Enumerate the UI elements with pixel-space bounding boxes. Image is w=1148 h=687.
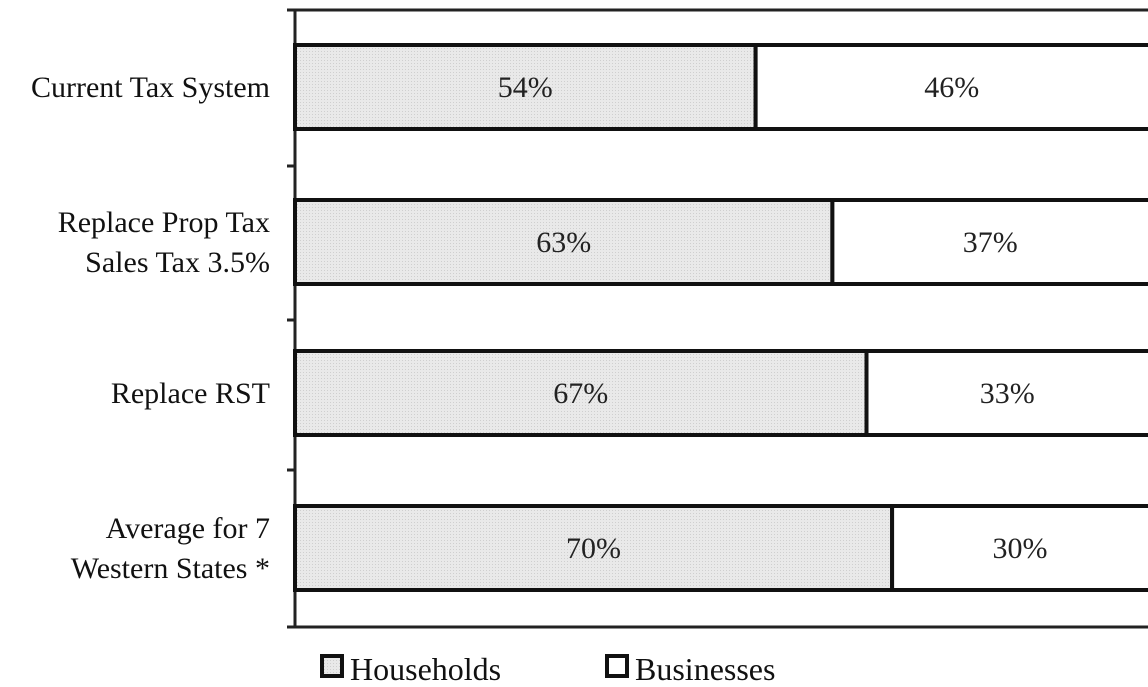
legend-businesses-swatch bbox=[605, 654, 629, 678]
bar-households bbox=[293, 349, 869, 437]
data-label-businesses: 46% bbox=[924, 71, 979, 104]
category-label: Current Tax System bbox=[31, 71, 270, 104]
category-label: Replace Prop Tax bbox=[58, 206, 270, 239]
data-label-households: 54% bbox=[498, 71, 553, 104]
data-label-businesses: 30% bbox=[993, 532, 1048, 565]
data-label-households: 70% bbox=[566, 532, 621, 565]
category-label: Average for 7 bbox=[106, 512, 270, 545]
data-label-businesses: 37% bbox=[963, 226, 1018, 259]
category-label: Western States * bbox=[71, 552, 270, 585]
bar-businesses bbox=[890, 504, 1148, 592]
category-label: Replace RST bbox=[111, 377, 270, 410]
bar-businesses bbox=[753, 43, 1148, 131]
data-label-businesses: 33% bbox=[980, 377, 1035, 410]
legend-households-label: Households bbox=[350, 651, 501, 687]
bar-businesses bbox=[830, 198, 1148, 286]
bar-households bbox=[293, 198, 835, 286]
data-label-households: 63% bbox=[536, 226, 591, 259]
legend-businesses-label: Businesses bbox=[635, 651, 775, 687]
category-label: Sales Tax 3.5% bbox=[85, 246, 270, 279]
bar-businesses bbox=[864, 349, 1148, 437]
bar-households bbox=[293, 43, 758, 131]
legend-households-swatch bbox=[320, 654, 344, 678]
data-label-households: 67% bbox=[553, 377, 608, 410]
